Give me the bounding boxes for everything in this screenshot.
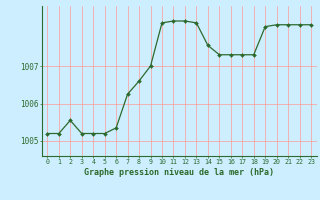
X-axis label: Graphe pression niveau de la mer (hPa): Graphe pression niveau de la mer (hPa): [84, 168, 274, 177]
